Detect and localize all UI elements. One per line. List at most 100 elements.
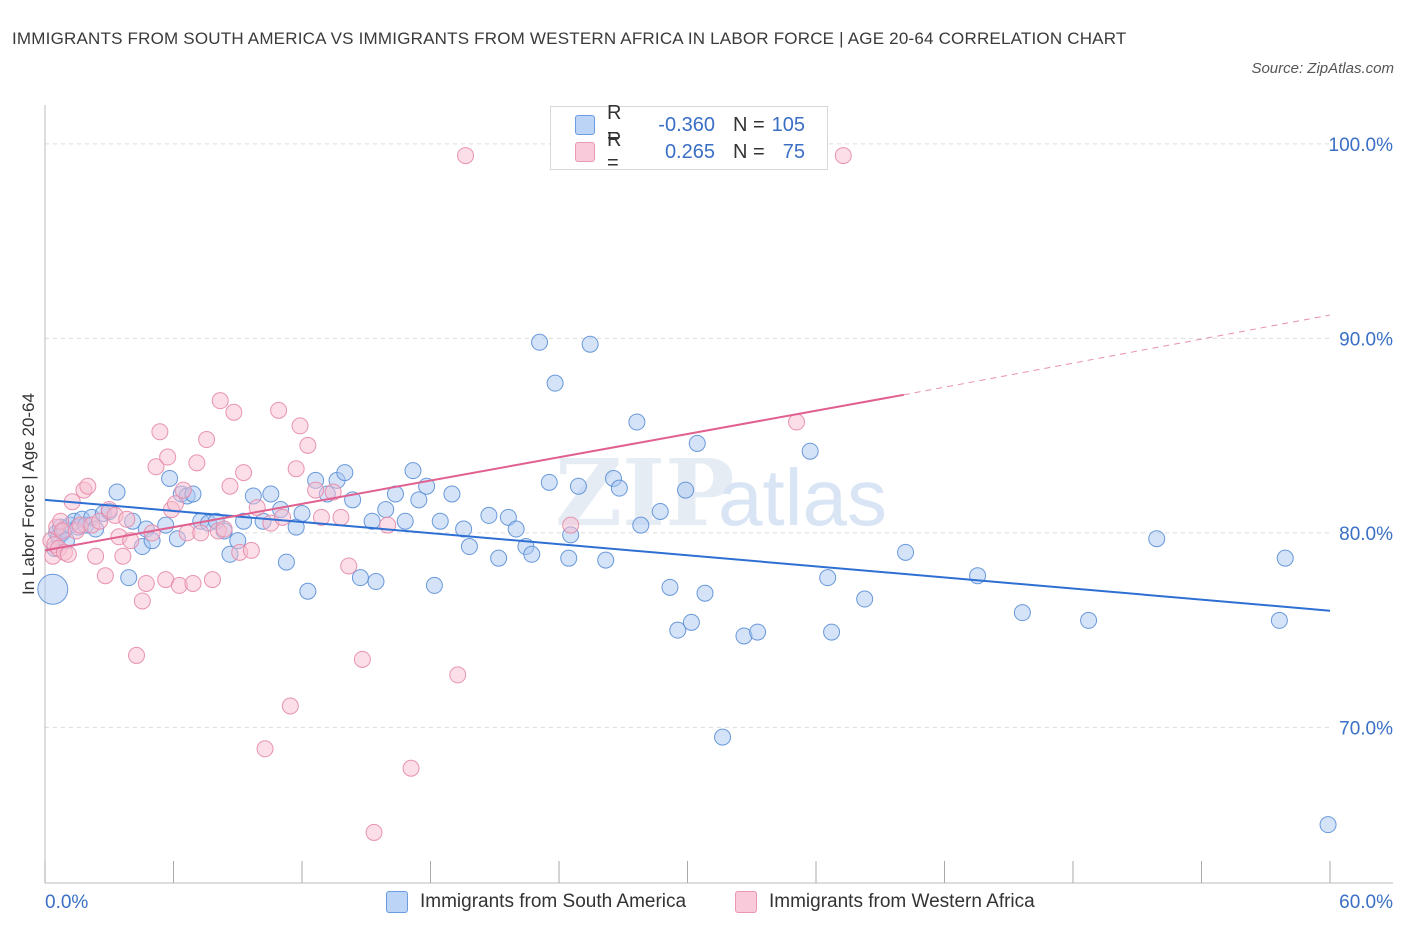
south-america-point [1270,611,1288,629]
western-africa-point [188,454,206,472]
western-africa-point [133,592,151,610]
south-america-point [1148,530,1166,548]
y-tick-label: 100.0% [1329,135,1394,156]
legend-r-value: -0.360 [658,113,715,136]
western-africa-point [312,508,330,526]
south-america-point [632,516,650,534]
south-america-point [688,434,706,452]
south-america-point [299,582,317,600]
western-africa-point [324,483,342,501]
south-america-point [507,520,525,538]
south-america-point [277,553,295,571]
source-label: Source: ZipAtlas.com [1251,60,1394,77]
western-africa-point [340,557,358,575]
south-america-point [161,469,179,487]
south-america-point [425,576,443,594]
western-africa-point [402,759,420,777]
western-africa-point [118,510,136,528]
south-america-point [293,504,311,522]
western-africa-point [225,403,243,421]
south-america-point [714,728,732,746]
bottom-legend-label: Immigrants from South America [420,891,687,912]
western-africa-point [256,740,274,758]
western-africa-point [79,477,97,495]
south-america-point [749,623,767,641]
western-africa-point [281,697,299,715]
south-america-point [560,549,578,567]
legend-row-western-africa: R = 0.265 N = 75 [575,129,805,174]
south-america-point [443,485,461,503]
south-america-point [455,520,473,538]
south-america-point [262,485,280,503]
western-africa-point [198,431,216,449]
bottom-legend-label: Immigrants from Western Africa [769,891,1035,912]
western-africa-point [91,512,109,530]
south-america-point [377,501,395,519]
western-africa-point [114,547,132,565]
western-africa-point [128,646,146,664]
western-africa-point [147,458,165,476]
south-america-point [363,512,381,530]
y-tick-label: 90.0% [1339,329,1393,350]
bottom-legend-western-africa: Immigrants from Western Africa [735,889,1035,915]
western-africa-point [137,574,155,592]
western-africa-point [211,392,229,410]
south-america-point [610,479,628,497]
western-africa-trend-extension [903,314,1331,396]
south-america-point [651,503,669,521]
south-america-point [677,481,695,499]
watermark: atlas [718,453,887,542]
legend-r-label: R = [607,102,622,147]
south-america-point [1276,549,1294,567]
legend-r-label: R = [607,129,622,174]
western-africa-point [184,574,202,592]
western-africa-point [87,547,105,565]
south-america-point [1319,816,1337,834]
south-america-point [540,473,558,491]
western-africa-point [192,524,210,542]
western-africa-point [242,541,260,559]
legend-swatch-blue [575,115,595,135]
south-america-point [569,477,587,495]
western-africa-point [449,666,467,684]
south-america-point [460,538,478,556]
chart-title: IMMIGRANTS FROM SOUTH AMERICA VS IMMIGRA… [12,29,1127,48]
y-tick-label: 80.0% [1339,524,1393,545]
western-africa-point [215,520,233,538]
legend-n-value: 75 [782,140,805,163]
south-america-point [801,442,819,460]
legend-row-south-america: R = -0.360 N = 105 [575,102,805,147]
south-america-trend-line [44,498,1331,612]
south-america-point [682,613,700,631]
western-africa-point [274,508,292,526]
south-america-point [108,483,126,501]
legend-n-label: N = [733,140,765,163]
bottom-legend-south-america: Immigrants from South America [386,889,686,915]
legend-n-value: 105 [771,113,805,136]
western-africa-point [221,477,239,495]
south-america-point [669,621,687,639]
south-america-point [490,549,508,567]
south-america-point [120,569,138,587]
bottom-legend-swatch-blue [386,891,408,913]
south-america-point [597,551,615,569]
south-america-point [410,491,428,509]
western-africa-point [96,567,114,585]
south-america-point [696,584,714,602]
x-tick-label: 60.0% [1339,892,1393,913]
western-africa-point [287,460,305,478]
south-america-point [897,543,915,561]
y-axis-title: In Labor Force | Age 20-64 [19,393,38,595]
western-africa-point [457,147,475,165]
south-america-point [628,413,646,431]
western-africa-point [307,481,325,499]
western-africa-point [788,413,806,431]
legend-r-value: 0.265 [664,140,715,163]
western-africa-point [151,423,169,441]
south-america-point [531,333,549,351]
western-africa-point [59,545,77,563]
south-america-point [581,335,599,353]
south-america-point [819,569,837,587]
western-africa-point [270,401,288,419]
